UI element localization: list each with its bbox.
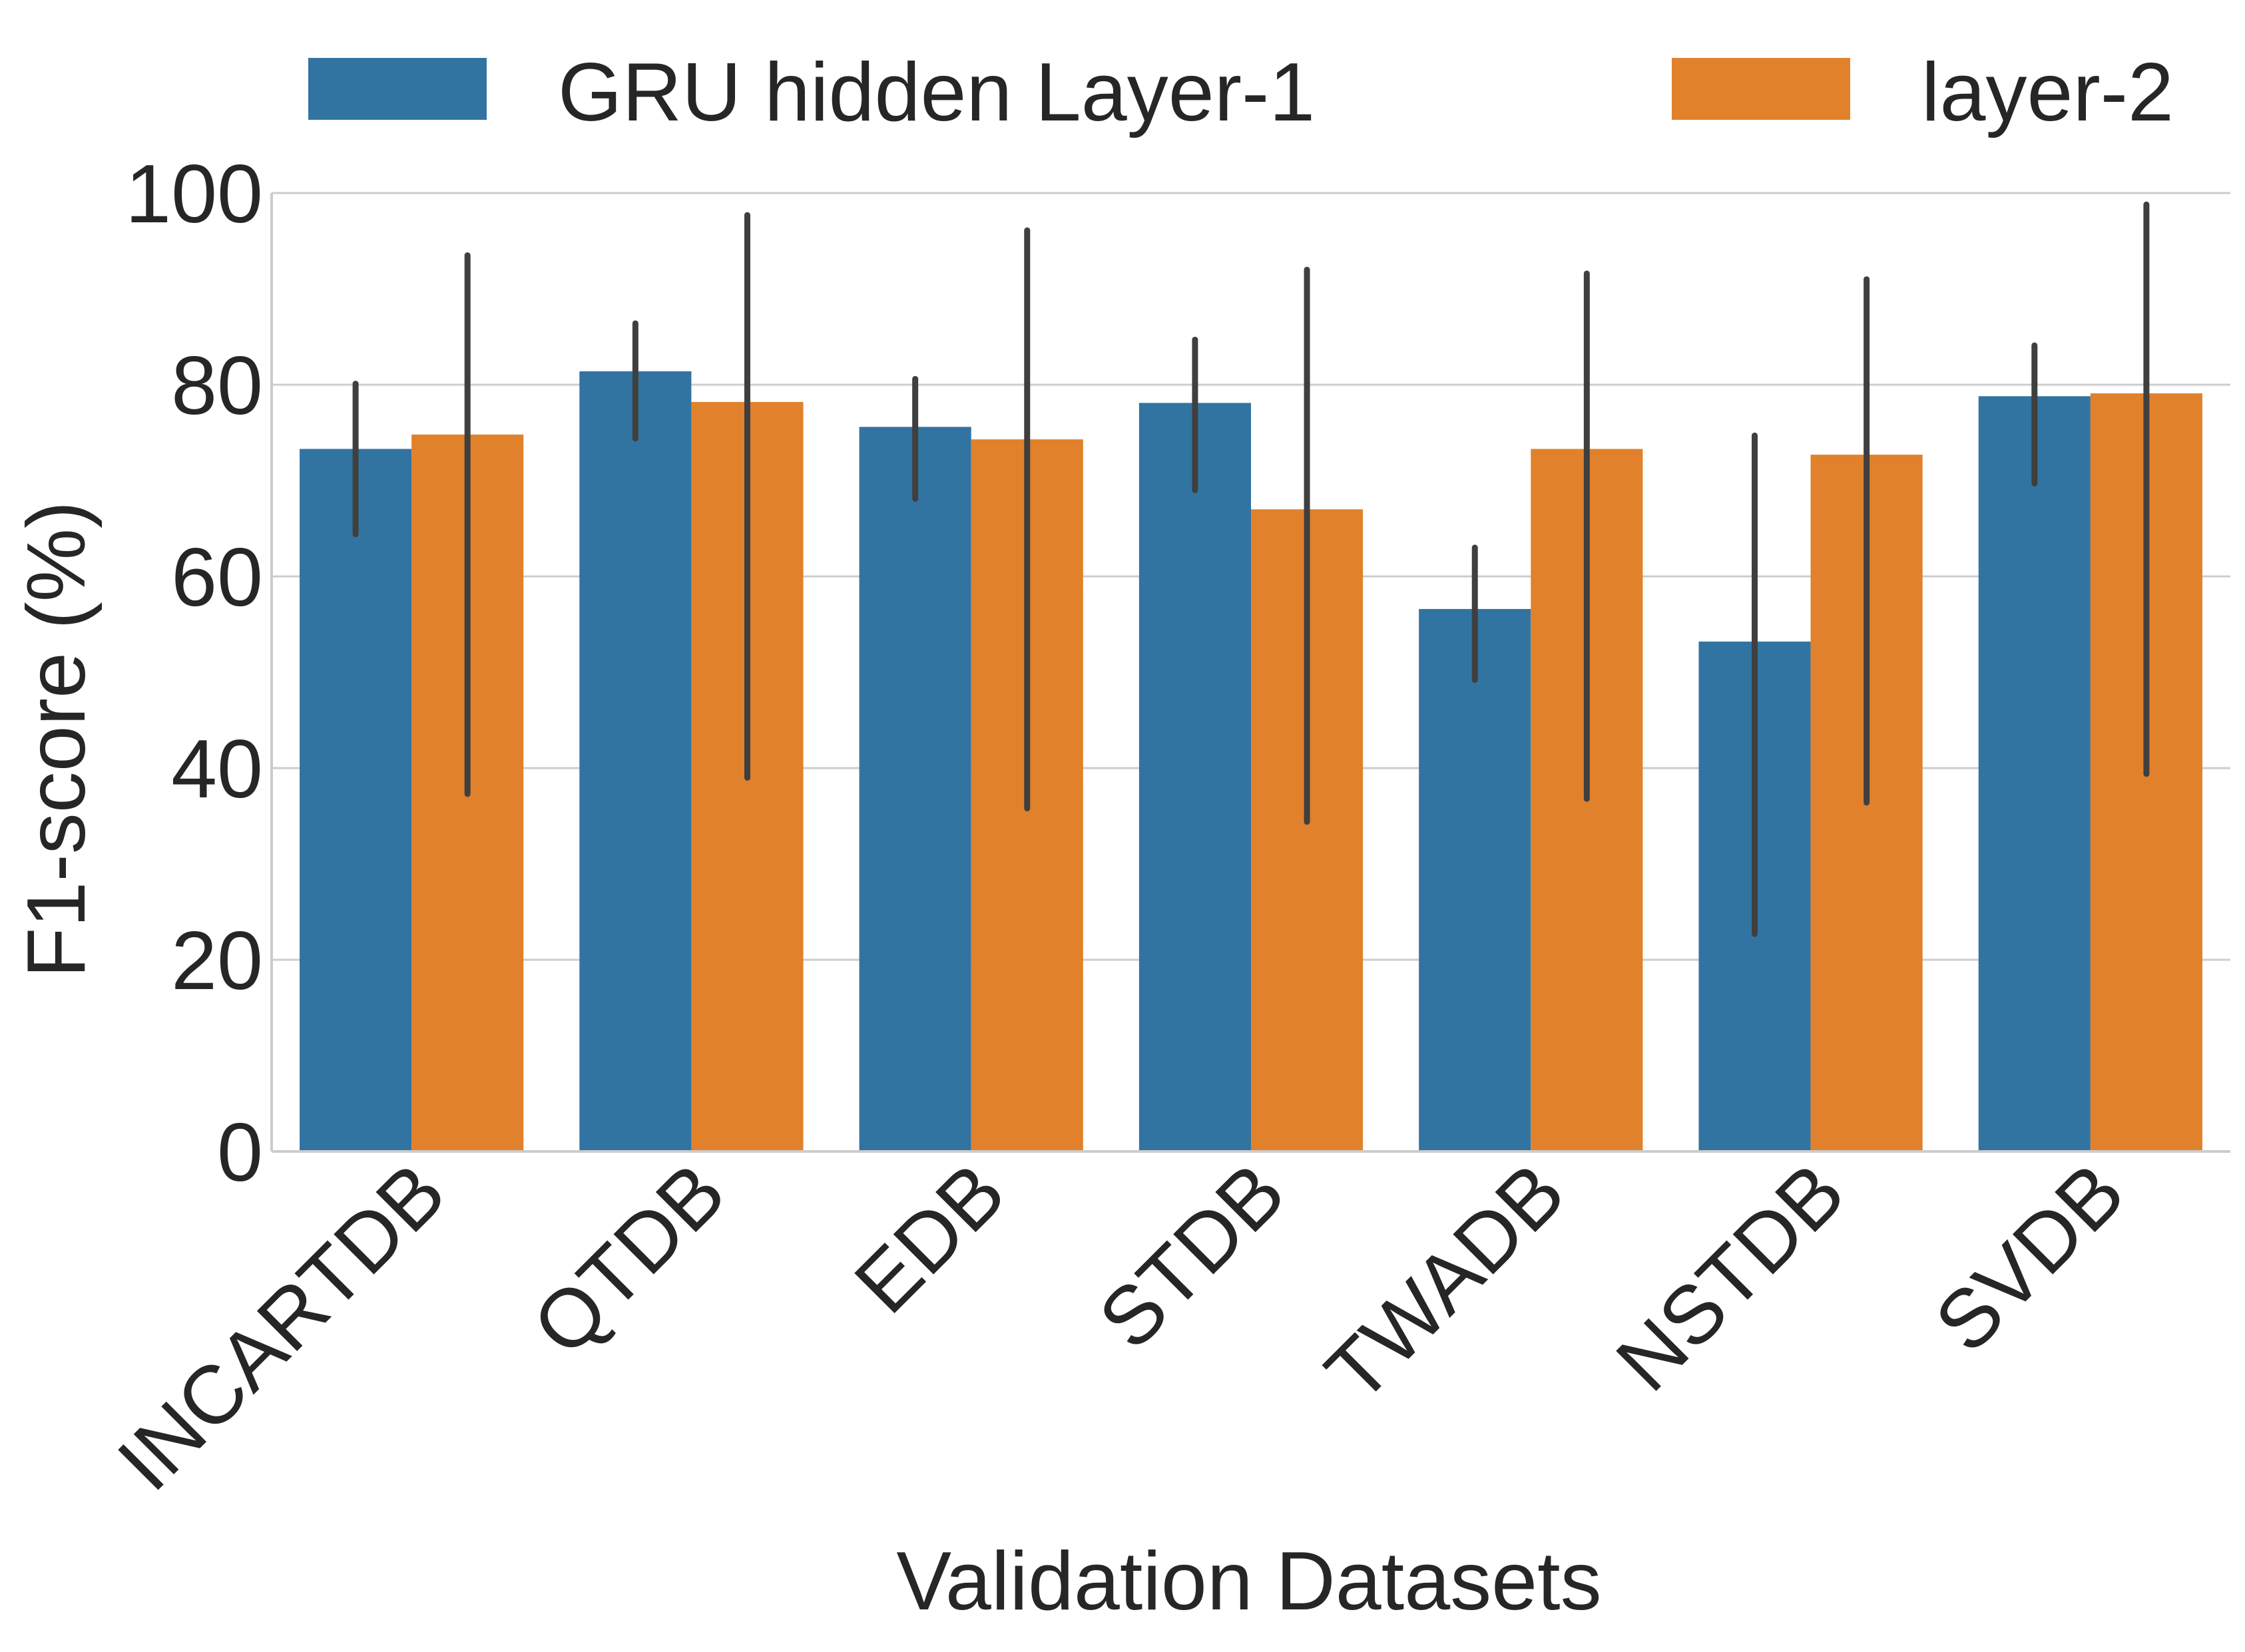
x-tick-label-qtdb: QTDB [515, 1146, 742, 1373]
bar-qtdb-layer-1 [579, 371, 692, 1151]
legend: GRU hidden Layer-1 layer-2 [308, 47, 2174, 138]
x-axis-title: Validation Datasets [896, 1536, 1601, 1627]
bar-incartdb-layer-1 [300, 449, 412, 1151]
y-tick-label-40: 40 [171, 723, 263, 815]
bar-svdb-layer-1 [1978, 396, 2091, 1151]
error-bars [352, 201, 2150, 937]
legend-label-layer-2: layer-2 [1921, 47, 2174, 138]
x-tick-label-svdb: SVDB [1918, 1146, 2142, 1370]
legend-label-layer-1: GRU hidden Layer-1 [558, 47, 1315, 138]
x-tick-label-twadb: TWADB [1308, 1146, 1582, 1420]
axes [270, 193, 2230, 1153]
y-tick-label-100: 100 [125, 148, 263, 240]
y-axis-title: F1-score (%) [11, 501, 103, 978]
bars [300, 371, 2202, 1152]
bar-twadb-layer-1 [1419, 608, 1531, 1151]
legend-swatch-layer-1 [308, 58, 487, 120]
y-tick-label-0: 0 [217, 1107, 263, 1199]
y-tick-label-20: 20 [171, 915, 263, 1007]
y-tick-label-60: 60 [171, 532, 263, 624]
bar-edb-layer-1 [859, 427, 971, 1151]
x-tick-label-edb: EDB [838, 1146, 1023, 1331]
x-tick-label-stdb: STDB [1082, 1146, 1302, 1366]
legend-swatch-layer-2 [1672, 58, 1850, 120]
y-tick-label-80: 80 [171, 340, 263, 432]
bar-stdb-layer-1 [1138, 403, 1251, 1151]
x-tick-label-incartdb: INCARTDB [101, 1146, 463, 1508]
x-tick-label-nstdb: NSTDB [1599, 1146, 1862, 1409]
